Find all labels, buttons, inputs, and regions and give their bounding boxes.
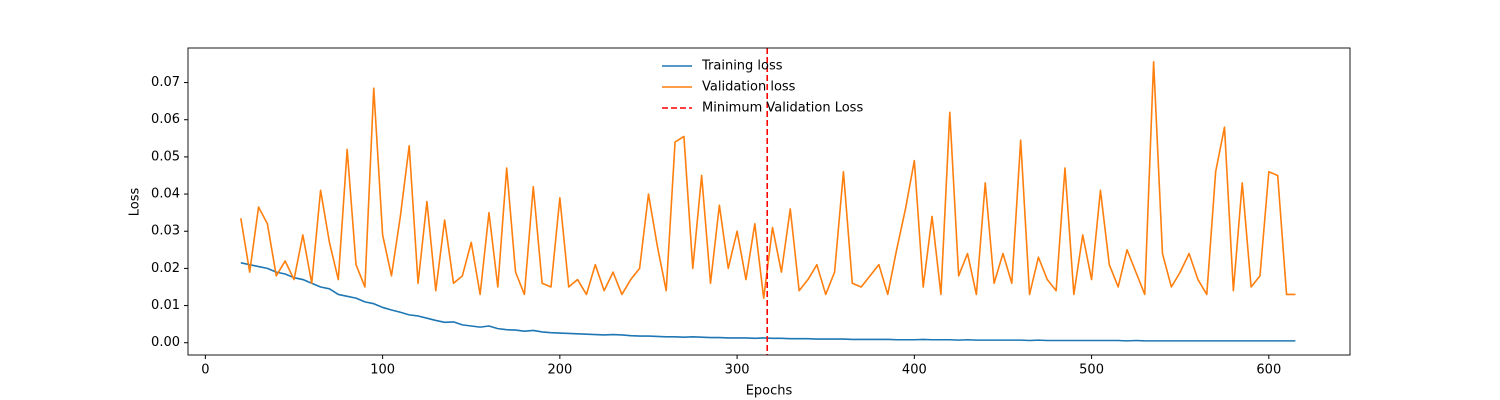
x-tick-label: 600 bbox=[1256, 363, 1281, 378]
legend-label: Training loss bbox=[701, 59, 783, 74]
legend-label: Validation loss bbox=[702, 80, 796, 95]
y-tick-label: 0.00 bbox=[151, 335, 180, 350]
x-tick-label: 100 bbox=[370, 363, 395, 378]
y-tick-label: 0.02 bbox=[151, 261, 180, 276]
x-tick-label: 400 bbox=[902, 363, 927, 378]
x-axis-label: Epochs bbox=[746, 384, 793, 399]
line-series bbox=[240, 60, 1296, 299]
x-tick-label: 300 bbox=[725, 363, 750, 378]
y-tick-label: 0.07 bbox=[151, 75, 180, 90]
y-tick-label: 0.01 bbox=[151, 298, 180, 313]
y-tick-label: 0.03 bbox=[151, 224, 180, 239]
x-tick-label: 0 bbox=[201, 363, 209, 378]
y-tick-label: 0.06 bbox=[151, 112, 180, 127]
y-tick-label: 0.05 bbox=[151, 149, 180, 164]
plot-frame bbox=[187, 47, 1351, 356]
plot-area bbox=[188, 48, 1350, 355]
x-tick-label: 500 bbox=[1079, 363, 1104, 378]
line-series bbox=[240, 262, 1296, 342]
x-tick-label: 200 bbox=[547, 363, 572, 378]
y-axis-label: Loss bbox=[128, 188, 143, 217]
legend-label: Minimum Validation Loss bbox=[702, 101, 863, 116]
y-tick-label: 0.04 bbox=[151, 187, 180, 202]
